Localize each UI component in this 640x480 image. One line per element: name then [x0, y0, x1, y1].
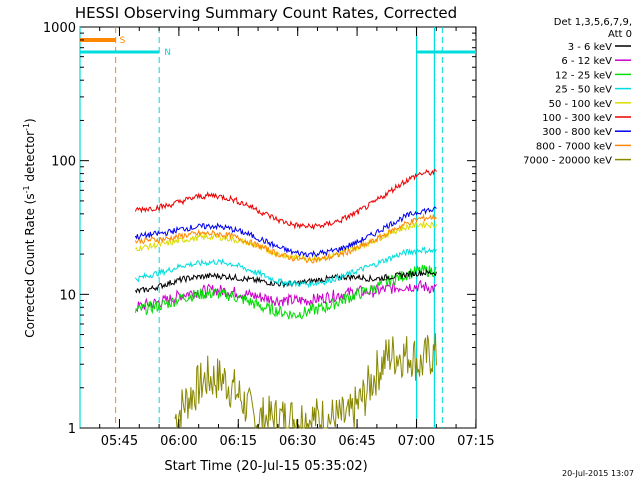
legend: Det 1,3,5,6,7,9,Att 0 3 - 6 keV 6 - 12 keV…	[523, 17, 632, 167]
series-line	[174, 333, 437, 430]
y-tick-label: 1000	[43, 21, 76, 36]
legend-label: 6 - 12 keV	[561, 56, 612, 67]
legend-label: 800 - 7000 keV	[536, 141, 612, 152]
chart-title: HESSI Observing Summary Count Rates, Cor…	[75, 4, 457, 22]
legend-label: 7000 - 20000 keV	[523, 156, 612, 167]
series-line	[134, 206, 437, 258]
x-tick-label: 07:00	[398, 434, 435, 449]
series-line	[134, 246, 437, 289]
y-axis-label-main: Corrected Count Rate (s	[23, 193, 37, 337]
legend-label: 3 - 6 keV	[568, 42, 612, 53]
legend-header: Att 0	[608, 29, 632, 40]
x-axis: 05:45 06:00 06:15 06:30 06:45 07:00 07:15	[99, 27, 495, 449]
y-axis-label: Corrected Count Rate (s-1 detector-1)	[22, 118, 37, 337]
n-label: N	[164, 48, 171, 58]
series-line	[134, 168, 437, 230]
legend-label: 100 - 300 keV	[542, 113, 612, 124]
series-line	[134, 264, 437, 320]
series-line	[135, 279, 437, 313]
x-tick-label: 05:45	[101, 434, 138, 449]
y-axis-label-end: )	[23, 118, 37, 123]
x-axis-label: Start Time (20-Jul-15 05:35:02)	[164, 459, 367, 474]
series-line	[134, 213, 437, 264]
x-tick-label: 06:30	[279, 434, 316, 449]
y-axis-label-sup2: -1	[22, 123, 31, 131]
x-tick-label: 07:15	[457, 434, 494, 449]
legend-label: 50 - 100 keV	[549, 99, 613, 110]
y-tick-label: 1	[68, 422, 76, 437]
legend-header: Det 1,3,5,6,7,9,	[554, 17, 632, 28]
series-line	[134, 269, 437, 294]
y-tick-label: 10	[59, 288, 76, 303]
x-tick-label: 06:45	[338, 434, 375, 449]
legend-label: 300 - 800 keV	[542, 127, 612, 138]
y-axis-label-mid: detector	[23, 131, 37, 186]
y-axis: 1 10 100 1000	[43, 21, 476, 437]
legend-label: 12 - 25 keV	[555, 70, 612, 81]
y-tick-label: 100	[51, 155, 76, 170]
x-tick-label: 06:15	[220, 434, 257, 449]
plot-area: SN	[79, 26, 477, 430]
timestamp: 20-Jul-2015 13:07	[562, 469, 634, 478]
x-tick-label: 06:00	[160, 434, 197, 449]
s-label: S	[120, 36, 126, 46]
y-axis-label-sup1: -1	[22, 185, 31, 193]
legend-label: 25 - 50 keV	[555, 85, 612, 96]
